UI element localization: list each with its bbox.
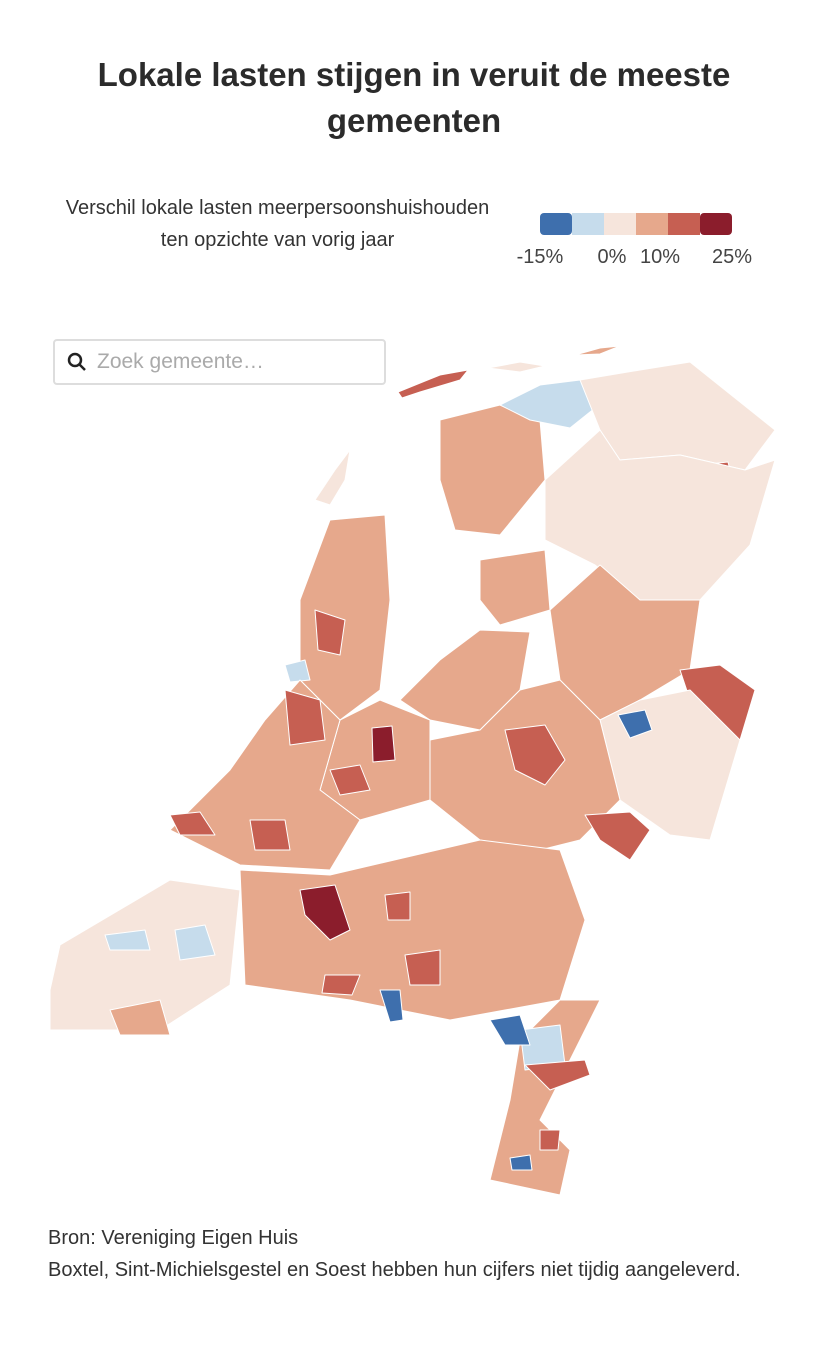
municipality xyxy=(489,1014,531,1046)
municipality xyxy=(524,1059,591,1091)
municipality xyxy=(174,924,216,961)
municipality xyxy=(371,725,396,763)
footer: Bron: Vereniging Eigen Huis Boxtel, Sint… xyxy=(48,1222,748,1286)
municipality xyxy=(509,1154,533,1171)
legend-label: -15% xyxy=(517,246,564,268)
legend-swatch xyxy=(700,213,732,235)
municipality xyxy=(314,449,351,506)
municipality xyxy=(249,819,291,851)
legend-swatch xyxy=(636,213,668,235)
legend-swatch xyxy=(668,213,700,235)
municipality xyxy=(49,879,241,1031)
municipality xyxy=(399,629,531,731)
legend-bar xyxy=(540,213,732,235)
legend-swatch xyxy=(540,213,572,235)
legend-label: 25% xyxy=(712,246,752,268)
municipality xyxy=(574,345,621,356)
municipality xyxy=(617,709,653,739)
source: Bron: Vereniging Eigen Huis xyxy=(48,1227,299,1249)
legend-label: 0% xyxy=(598,246,627,268)
municipality xyxy=(479,549,551,626)
map xyxy=(49,345,776,1196)
municipality xyxy=(404,949,441,986)
municipality xyxy=(329,764,371,796)
municipality xyxy=(299,514,391,721)
municipality xyxy=(489,999,601,1196)
municipality xyxy=(321,974,361,996)
municipality xyxy=(109,999,171,1036)
search-box[interactable]: Zoek gemeente… xyxy=(53,339,386,385)
title: Lokale lasten stijgen in veruit de meest… xyxy=(97,56,731,139)
legend-swatch xyxy=(572,213,604,235)
municipality xyxy=(487,361,546,373)
legend-title: Verschil lokale lasten meerpersoonshuish… xyxy=(65,197,490,251)
municipality xyxy=(379,989,404,1023)
search-icon xyxy=(67,352,86,371)
municipality xyxy=(384,891,411,921)
note: Boxtel, Sint-Michielsgestel en Soest heb… xyxy=(48,1259,741,1281)
legend-swatch xyxy=(604,213,636,235)
municipality xyxy=(284,689,326,746)
municipality xyxy=(584,811,651,861)
municipality xyxy=(314,609,346,656)
municipality xyxy=(169,811,216,836)
municipality xyxy=(284,659,311,683)
municipality xyxy=(504,724,566,786)
municipality xyxy=(397,369,469,399)
municipality xyxy=(439,404,546,536)
municipality xyxy=(104,929,151,951)
municipality xyxy=(539,1129,561,1151)
legend-label: 10% xyxy=(640,246,680,268)
municipality xyxy=(544,429,776,601)
search-placeholder: Zoek gemeente… xyxy=(97,350,264,373)
legend: -15% 0% 10% 25% xyxy=(517,213,752,268)
municipality xyxy=(299,884,351,941)
